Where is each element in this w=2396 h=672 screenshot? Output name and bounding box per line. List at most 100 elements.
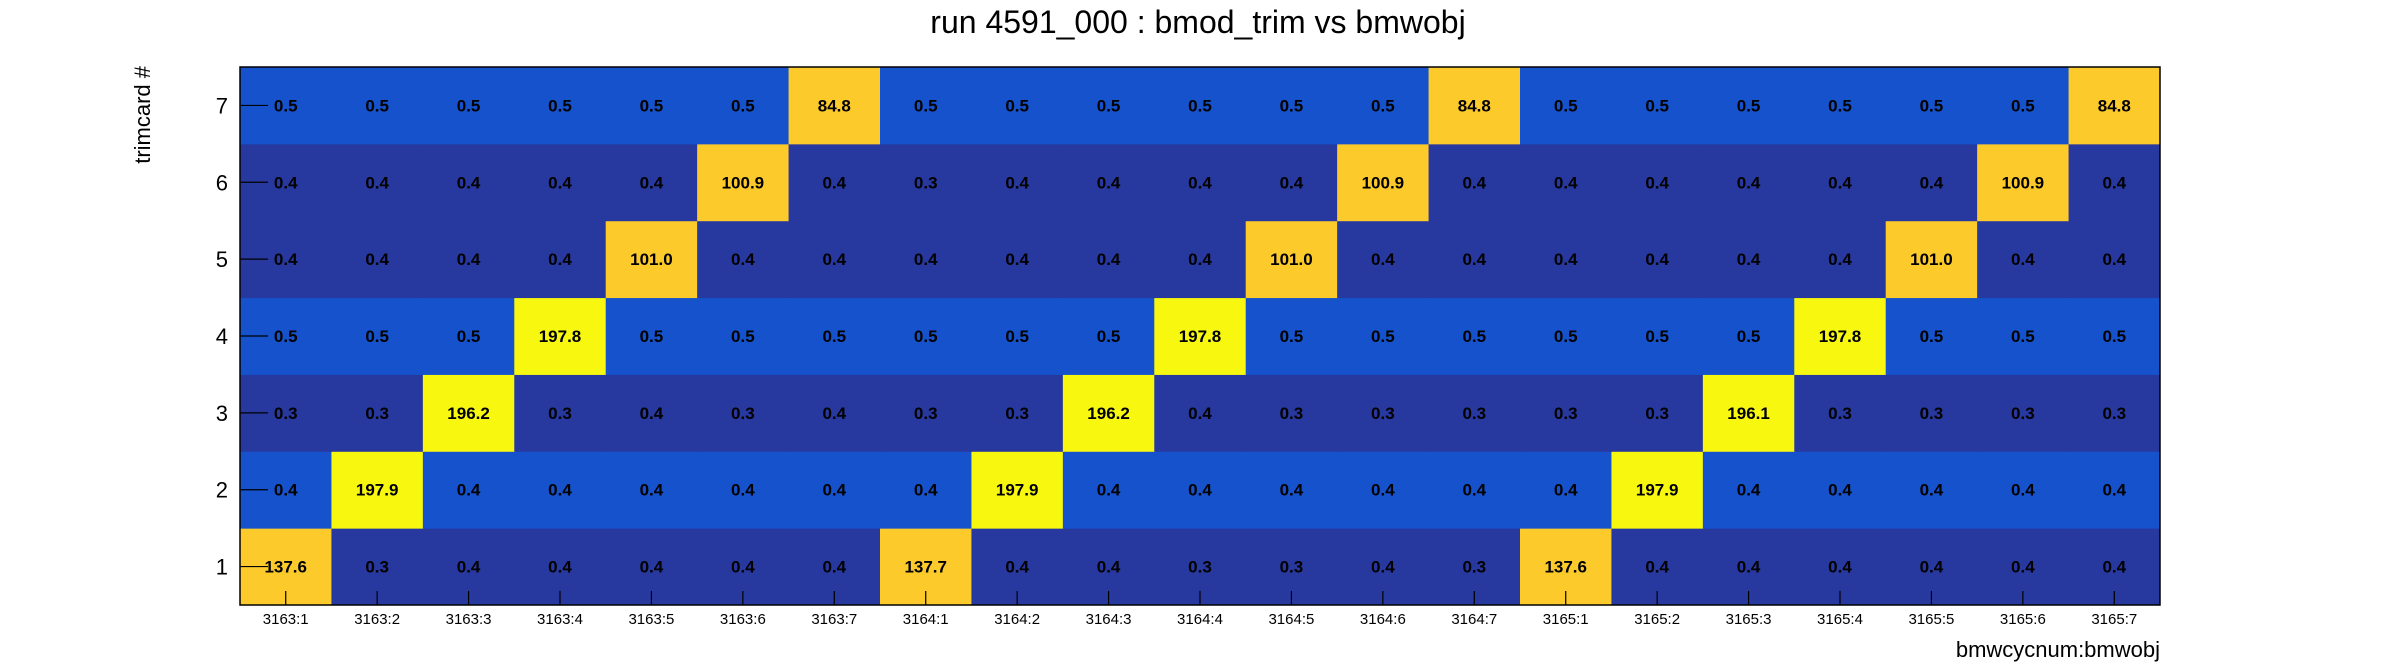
heatmap-cell [1611, 451, 1704, 529]
heatmap-cell [1977, 220, 2070, 299]
heatmap-cell [1702, 374, 1795, 452]
cell-value-label: 0.5 [640, 96, 664, 115]
cell-value-label: 0.4 [457, 558, 481, 577]
cell-value-label: 0.4 [1097, 173, 1121, 192]
cell-value-label: 0.5 [914, 96, 938, 115]
heatmap-cell [331, 297, 424, 375]
cell-value-label: 0.4 [822, 558, 846, 577]
heatmap-cell [1611, 67, 1704, 145]
x-tick-label: 3165:6 [2000, 611, 2046, 628]
cell-value-label: 0.4 [1645, 558, 1669, 577]
heatmap-cell-labels: 137.6 0.3 0.4 0.4 0.4 0.4 0.4 137.7 0.4 0.4 0.3 0.3… [264, 96, 2130, 576]
cell-value-label: 0.3 [2011, 404, 2035, 423]
x-tick-label: 3165:7 [2091, 611, 2137, 628]
heatmap-cell [2068, 220, 2161, 299]
heatmap-cell [1702, 220, 1795, 299]
heatmap-cell [1885, 67, 1978, 145]
heatmap-cell [1520, 297, 1612, 375]
heatmap-cell [514, 374, 607, 452]
heatmap-cell [1337, 451, 1430, 529]
cell-value-label: 0.4 [1188, 250, 1212, 269]
x-tick-label: 3163:4 [537, 611, 583, 628]
cell-value-label: 0.5 [365, 327, 389, 346]
heatmap-cell [605, 220, 698, 299]
x-tick-label: 3163:7 [811, 611, 857, 628]
cell-value-label: 137.6 [264, 558, 307, 577]
cell-value-label: 197.8 [1819, 327, 1862, 346]
cell-value-label: 0.5 [457, 327, 481, 346]
x-axis: 3163:1 3163:2 3163:3 3163:4 3163:5 3163:6 3163… [263, 591, 2137, 628]
cell-value-label: 0.4 [1828, 250, 1852, 269]
cell-value-label: 0.4 [822, 404, 846, 423]
cell-value-label: 0.4 [548, 558, 572, 577]
heatmap-cell [422, 143, 515, 222]
cell-value-label: 0.5 [731, 96, 755, 115]
cell-value-label: 0.5 [1737, 327, 1761, 346]
cell-value-label: 0.5 [1005, 327, 1029, 346]
heatmap-cell [788, 143, 881, 222]
cell-value-label: 0.4 [731, 481, 755, 500]
heatmap-cell [1977, 451, 2070, 529]
heatmap-cell [2068, 67, 2161, 145]
heatmap-cell [514, 297, 607, 375]
heatmap-cell [1977, 297, 2070, 375]
cell-value-label: 0.4 [1371, 481, 1395, 500]
heatmap-cell [1794, 297, 1887, 375]
heatmap-cell [1154, 451, 1247, 529]
cell-value-label: 0.4 [1280, 173, 1304, 192]
chart-title: run 4591_000 : bmod_trim vs bmwobj [930, 4, 1465, 40]
heatmap-cell [1154, 220, 1247, 299]
cell-value-label: 0.3 [365, 558, 389, 577]
heatmap-cell [605, 374, 698, 452]
heatmap-cell [697, 143, 790, 222]
cell-value-label: 196.1 [1727, 404, 1770, 423]
cell-value-label: 0.5 [274, 96, 298, 115]
heatmap-cell [1337, 143, 1430, 222]
cell-value-label: 0.5 [457, 96, 481, 115]
x-tick-label: 3164:3 [1086, 611, 1132, 628]
cell-value-label: 0.4 [1554, 250, 1578, 269]
heatmap-cell [422, 451, 515, 529]
heatmap-cell [1611, 297, 1704, 375]
cell-value-label: 0.4 [822, 173, 846, 192]
heatmap-cell [1062, 297, 1155, 375]
heatmap-cell [1245, 451, 1338, 529]
heatmap-cell [1794, 143, 1887, 222]
cell-value-label: 0.4 [1371, 558, 1395, 577]
cell-value-label: 0.4 [274, 481, 298, 500]
cell-value-label: 0.3 [914, 173, 938, 192]
heatmap-cell [1702, 67, 1795, 145]
heatmap-cell [1794, 451, 1887, 529]
cell-value-label: 0.3 [914, 404, 938, 423]
heatmap-cell [605, 451, 698, 529]
cell-value-label: 0.4 [2011, 481, 2035, 500]
cell-value-label: 0.5 [1554, 96, 1578, 115]
heatmap-cell [1611, 374, 1704, 452]
cell-value-label: 0.3 [2102, 404, 2126, 423]
heatmap-cell [697, 451, 790, 529]
heatmap-cell [788, 374, 881, 452]
heatmap-cell [605, 143, 698, 222]
cell-value-label: 0.4 [822, 250, 846, 269]
cell-value-label: 0.4 [914, 250, 938, 269]
cell-value-label: 0.4 [731, 250, 755, 269]
cell-value-label: 0.4 [1737, 481, 1761, 500]
heatmap-cell [788, 451, 881, 529]
cell-value-label: 0.4 [640, 173, 664, 192]
heatmap-cell [1245, 143, 1338, 222]
cell-value-label: 0.4 [640, 481, 664, 500]
x-tick-label: 3164:1 [903, 611, 949, 628]
heatmap-cell [971, 297, 1064, 375]
cell-value-label: 0.4 [1828, 173, 1852, 192]
heatmap-cell [331, 451, 424, 529]
y-tick-label: 7 [216, 93, 228, 118]
cell-value-label: 0.4 [2011, 558, 2035, 577]
x-tick-label: 3165:4 [1817, 611, 1863, 628]
cell-value-label: 0.4 [640, 558, 664, 577]
y-tick-label: 3 [216, 401, 228, 426]
x-tick-label: 3165:1 [1543, 611, 1589, 628]
cell-value-label: 197.9 [996, 481, 1039, 500]
cell-value-label: 0.4 [1462, 173, 1486, 192]
heatmap-cell [1977, 374, 2070, 452]
heatmap-cell [1428, 67, 1521, 145]
